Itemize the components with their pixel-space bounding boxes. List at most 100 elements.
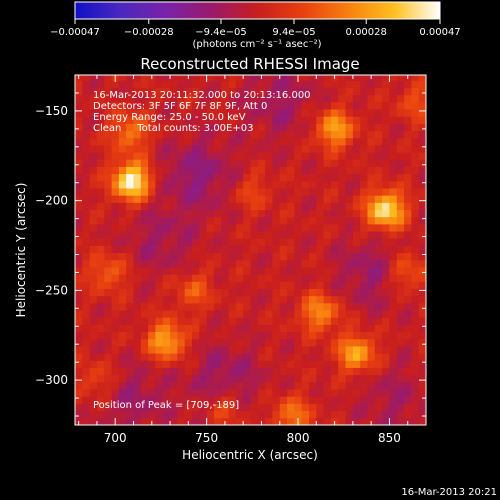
heatmap-cell bbox=[345, 231, 354, 239]
heatmap-cell bbox=[228, 259, 237, 268]
heatmap-cell bbox=[221, 267, 229, 275]
heatmap-cell bbox=[96, 238, 105, 246]
heatmap-cell bbox=[96, 317, 105, 325]
heatmap-cell bbox=[345, 109, 354, 117]
heatmap-cell bbox=[177, 216, 186, 225]
heatmap-cell bbox=[287, 274, 295, 282]
heatmap-cell bbox=[316, 101, 325, 110]
heatmap-cell bbox=[75, 259, 83, 268]
heatmap-cell bbox=[250, 123, 259, 132]
heatmap-cell bbox=[184, 374, 193, 383]
heatmap-cell bbox=[162, 317, 171, 325]
heatmap-cell bbox=[367, 80, 376, 88]
heatmap-cell bbox=[309, 360, 317, 368]
heatmap-cell bbox=[411, 281, 420, 289]
heatmap-cell bbox=[155, 417, 164, 425]
heatmap-cell bbox=[96, 331, 105, 340]
heatmap-cell bbox=[257, 360, 266, 368]
heatmap-cell bbox=[235, 188, 244, 196]
heatmap-cell bbox=[96, 94, 105, 103]
heatmap-cell bbox=[104, 223, 112, 232]
heatmap-cell bbox=[206, 324, 215, 333]
heatmap-cell bbox=[367, 173, 376, 182]
heatmap-cell bbox=[206, 80, 215, 88]
heatmap-cell bbox=[287, 101, 295, 110]
heatmap-cell bbox=[192, 281, 200, 289]
heatmap-cell bbox=[199, 281, 208, 289]
heatmap-cell bbox=[170, 116, 178, 124]
heatmap-cell bbox=[382, 310, 390, 318]
heatmap-cell bbox=[374, 381, 383, 390]
heatmap-cell bbox=[316, 87, 325, 96]
heatmap-cell bbox=[111, 180, 120, 189]
heatmap-cell bbox=[213, 281, 222, 289]
heatmap-cell bbox=[345, 94, 354, 103]
heatmap-cell bbox=[374, 374, 383, 383]
heatmap-cell bbox=[243, 346, 251, 354]
heatmap-cell bbox=[235, 75, 244, 81]
heatmap-cell bbox=[316, 353, 325, 361]
heatmap-cell bbox=[228, 137, 237, 146]
heatmap-cell bbox=[96, 360, 105, 368]
heatmap-cell bbox=[352, 123, 361, 132]
heatmap-cell bbox=[228, 116, 237, 124]
heatmap-cell bbox=[140, 396, 149, 404]
heatmap-cell bbox=[82, 302, 91, 311]
heatmap-cell bbox=[265, 245, 273, 254]
heatmap-cell bbox=[360, 317, 368, 325]
heatmap-cell bbox=[309, 223, 317, 232]
heatmap-cell bbox=[177, 267, 186, 275]
heatmap-cell bbox=[235, 417, 244, 425]
heatmap-cell bbox=[243, 374, 251, 383]
heatmap-cell bbox=[96, 123, 105, 132]
heatmap-cell bbox=[140, 310, 149, 318]
heatmap-cell bbox=[118, 396, 127, 404]
heatmap-cell bbox=[177, 180, 186, 189]
heatmap-cell bbox=[199, 145, 208, 153]
heatmap-cell bbox=[75, 367, 83, 376]
heatmap-cell bbox=[338, 338, 346, 347]
heatmap-cell bbox=[75, 267, 83, 275]
heatmap-cell bbox=[235, 231, 244, 239]
heatmap-cell bbox=[155, 245, 164, 254]
heatmap-cell bbox=[96, 166, 105, 175]
heatmap-cell bbox=[396, 209, 405, 218]
heatmap-cell bbox=[345, 324, 354, 333]
heatmap-cell bbox=[75, 101, 83, 110]
heatmap-cell bbox=[206, 245, 215, 254]
heatmap-cell bbox=[338, 331, 346, 340]
heatmap-cell bbox=[294, 87, 303, 96]
heatmap-cell bbox=[213, 259, 222, 268]
heatmap-image bbox=[75, 75, 426, 425]
heatmap-cell bbox=[257, 381, 266, 390]
heatmap-cell bbox=[250, 331, 259, 340]
heatmap-cell bbox=[345, 331, 354, 340]
heatmap-cell bbox=[360, 238, 368, 246]
heatmap-cell bbox=[228, 310, 237, 318]
heatmap-cell bbox=[155, 152, 164, 160]
heatmap-cell bbox=[140, 109, 149, 117]
heatmap-cell bbox=[170, 75, 178, 81]
heatmap-cell bbox=[184, 152, 193, 160]
heatmap-cell bbox=[170, 302, 178, 311]
heatmap-cell bbox=[272, 87, 281, 96]
heatmap-cell bbox=[228, 353, 237, 361]
heatmap-cell bbox=[272, 360, 281, 368]
heatmap-cell bbox=[155, 317, 164, 325]
heatmap-cell bbox=[184, 166, 193, 175]
heatmap-cell bbox=[75, 188, 83, 196]
heatmap-cell bbox=[243, 338, 251, 347]
heatmap-cell bbox=[404, 267, 412, 275]
heatmap-cell bbox=[177, 274, 186, 282]
heatmap-cell bbox=[374, 267, 383, 275]
heatmap-cell bbox=[213, 202, 222, 211]
heatmap-cell bbox=[279, 238, 288, 246]
heatmap-cell bbox=[221, 87, 229, 96]
heatmap-cell bbox=[104, 209, 112, 218]
heatmap-cell bbox=[338, 109, 346, 117]
heatmap-cell bbox=[316, 281, 325, 289]
heatmap-cell bbox=[418, 101, 426, 110]
heatmap-cell bbox=[140, 87, 149, 96]
heatmap-cell bbox=[170, 238, 178, 246]
heatmap-cell bbox=[330, 216, 339, 225]
